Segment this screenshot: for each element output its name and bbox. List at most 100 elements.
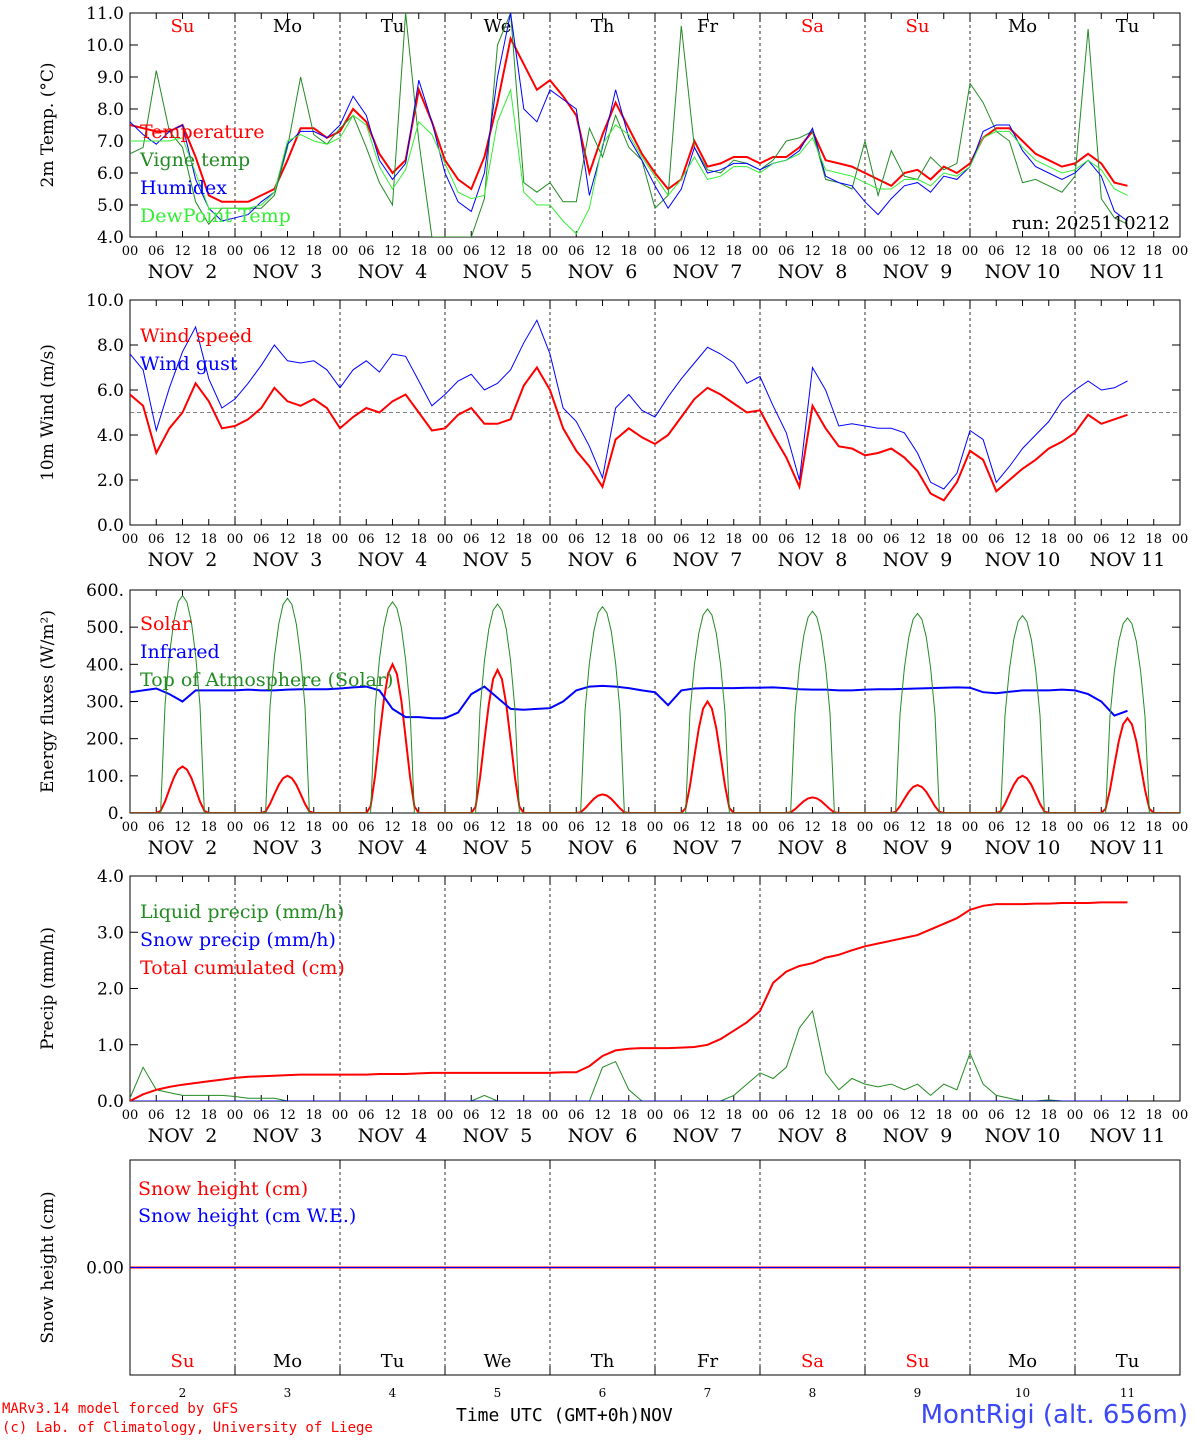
snow-ylabel: Snow height (cm) bbox=[38, 1191, 58, 1343]
hour-tick-label: 00 bbox=[647, 1108, 664, 1123]
hour-tick-label: 00 bbox=[227, 820, 244, 835]
hour-tick-label: 00 bbox=[227, 244, 244, 259]
y-tick-label: 200. bbox=[86, 730, 124, 750]
hour-tick-label: 00 bbox=[1067, 820, 1084, 835]
weekday-label: Th bbox=[591, 1351, 615, 1372]
hour-tick-label: 06 bbox=[358, 1108, 375, 1123]
y-tick-label: 9.0 bbox=[97, 68, 124, 88]
hour-tick-label: 00 bbox=[962, 532, 979, 547]
hour-tick-label: 00 bbox=[1067, 1108, 1084, 1123]
hour-tick-label: 18 bbox=[515, 244, 532, 259]
hour-tick-label: 18 bbox=[1145, 244, 1162, 259]
hour-tick-label: 12 bbox=[279, 244, 296, 259]
date-label: NOV 6 bbox=[568, 261, 638, 283]
precip-legend-entry: Liquid precip (mm/h) bbox=[140, 901, 344, 923]
hour-tick-label: 06 bbox=[358, 532, 375, 547]
date-label: NOV 7 bbox=[673, 261, 743, 283]
weekday-label: Su bbox=[906, 1351, 930, 1372]
hour-tick-label: 18 bbox=[1040, 244, 1057, 259]
hour-tick-label: 06 bbox=[988, 1108, 1005, 1123]
hour-tick-label: 06 bbox=[463, 820, 480, 835]
hour-tick-label: 06 bbox=[673, 244, 690, 259]
hour-tick-label: 18 bbox=[830, 244, 847, 259]
precip-series-total-cumulated-cm bbox=[130, 901, 1128, 1101]
hour-tick-label: 06 bbox=[883, 1108, 900, 1123]
hour-tick-label: 06 bbox=[673, 1108, 690, 1123]
date-label: NOV 7 bbox=[673, 1125, 743, 1147]
date-label: NOV 2 bbox=[148, 1125, 218, 1147]
date-label: NOV 8 bbox=[778, 837, 848, 859]
y-tick-label: 600. bbox=[86, 581, 124, 601]
flux-series-top-of-atmosphere-solar bbox=[130, 594, 1180, 813]
hour-tick-label: 12 bbox=[1014, 244, 1031, 259]
hour-tick-label: 18 bbox=[725, 532, 742, 547]
hour-tick-label: 00 bbox=[542, 820, 559, 835]
y-tick-label: 4.0 bbox=[97, 228, 124, 248]
date-label: NOV 10 bbox=[985, 1125, 1061, 1147]
hour-tick-label: 00 bbox=[542, 1108, 559, 1123]
weekday-label: We bbox=[484, 16, 512, 37]
hour-tick-label: 12 bbox=[804, 532, 821, 547]
hour-tick-label: 06 bbox=[463, 244, 480, 259]
hour-tick-label: 18 bbox=[305, 820, 322, 835]
y-tick-label: 400. bbox=[86, 655, 124, 675]
hour-tick-label: 12 bbox=[489, 244, 506, 259]
flux-ylabel: Energy fluxes (W/m²) bbox=[38, 610, 58, 793]
hour-tick-label: 00 bbox=[857, 532, 874, 547]
day-number-label: 4 bbox=[389, 1386, 397, 1400]
date-label: NOV 10 bbox=[985, 549, 1061, 571]
date-label: NOV 11 bbox=[1090, 261, 1166, 283]
hour-tick-label: 12 bbox=[489, 532, 506, 547]
weekday-label: Tu bbox=[381, 16, 405, 37]
hour-tick-label: 12 bbox=[909, 532, 926, 547]
wind-legend-entry: Wind speed bbox=[140, 325, 252, 347]
hour-tick-label: 00 bbox=[122, 244, 139, 259]
hour-tick-label: 18 bbox=[935, 820, 952, 835]
hour-tick-label: 00 bbox=[437, 820, 454, 835]
temp-legend-entry: Vigne temp bbox=[139, 149, 250, 171]
hour-tick-label: 12 bbox=[909, 244, 926, 259]
hour-tick-label: 18 bbox=[725, 1108, 742, 1123]
hour-tick-label: 18 bbox=[620, 820, 637, 835]
date-label: NOV 4 bbox=[358, 261, 428, 283]
hour-tick-label: 06 bbox=[883, 820, 900, 835]
date-label: NOV 2 bbox=[148, 549, 218, 571]
temp-series-dewpoint-temp bbox=[130, 87, 1128, 235]
hour-tick-label: 00 bbox=[227, 1108, 244, 1123]
hour-tick-label: 12 bbox=[699, 244, 716, 259]
y-tick-label: 2.0 bbox=[97, 980, 124, 1000]
y-tick-label: 300. bbox=[86, 693, 124, 713]
hour-tick-label: 06 bbox=[1093, 532, 1110, 547]
hour-tick-label: 00 bbox=[752, 820, 769, 835]
hour-tick-label: 00 bbox=[437, 244, 454, 259]
hour-tick-label: 06 bbox=[988, 244, 1005, 259]
day-number-label: 10 bbox=[1015, 1386, 1030, 1400]
hour-tick-label: 18 bbox=[305, 532, 322, 547]
hour-tick-label: 06 bbox=[253, 532, 270, 547]
precip-legend-entry: Snow precip (mm/h) bbox=[140, 929, 336, 951]
hour-tick-label: 18 bbox=[410, 244, 427, 259]
hour-tick-label: 18 bbox=[515, 1108, 532, 1123]
date-label: NOV 5 bbox=[463, 837, 533, 859]
hour-tick-label: 18 bbox=[1145, 820, 1162, 835]
hour-tick-label: 06 bbox=[148, 532, 165, 547]
date-label: NOV 8 bbox=[778, 549, 848, 571]
time-axis-label: Time UTC (GMT+0h)NOV bbox=[456, 1405, 673, 1426]
weekday-label: Mo bbox=[1008, 1351, 1037, 1372]
hour-tick-label: 12 bbox=[489, 1108, 506, 1123]
hour-tick-label: 12 bbox=[384, 820, 401, 835]
weekday-label: Tu bbox=[1116, 1351, 1140, 1372]
hour-tick-label: 18 bbox=[935, 532, 952, 547]
hour-tick-label: 06 bbox=[778, 820, 795, 835]
hour-tick-label: 12 bbox=[174, 244, 191, 259]
hour-tick-label: 00 bbox=[542, 244, 559, 259]
date-label: NOV 10 bbox=[985, 837, 1061, 859]
hour-tick-label: 18 bbox=[1040, 532, 1057, 547]
hour-tick-label: 18 bbox=[830, 1108, 847, 1123]
weekday-label: Su bbox=[171, 16, 195, 37]
date-label: NOV 11 bbox=[1090, 837, 1166, 859]
hour-tick-label: 00 bbox=[1172, 244, 1189, 259]
date-label: NOV 11 bbox=[1090, 549, 1166, 571]
hour-tick-label: 00 bbox=[1067, 532, 1084, 547]
hour-tick-label: 12 bbox=[279, 1108, 296, 1123]
